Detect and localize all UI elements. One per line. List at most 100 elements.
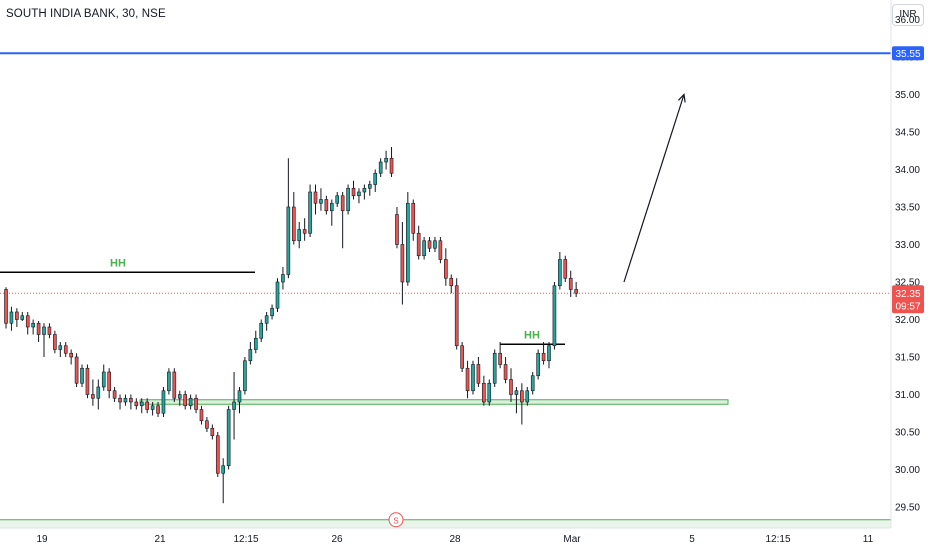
- candle: [96, 379, 101, 410]
- candle: [25, 312, 30, 335]
- candle-body: [134, 401, 139, 407]
- candle-body: [101, 371, 106, 388]
- candle-body: [15, 311, 19, 320]
- candle-body: [264, 315, 269, 324]
- candle-body: [161, 390, 166, 414]
- candle-body: [129, 397, 133, 403]
- candle: [167, 368, 171, 395]
- candle: [259, 319, 264, 342]
- candle-body: [31, 322, 35, 328]
- candle-body: [85, 367, 90, 395]
- candle-body: [286, 206, 291, 275]
- candle-body: [215, 435, 220, 474]
- candle-body: [188, 397, 193, 407]
- candle: [509, 368, 513, 402]
- candle-body: [378, 161, 383, 174]
- candle: [324, 195, 329, 215]
- candle-body: [232, 401, 236, 410]
- candle: [156, 402, 160, 417]
- candle-body: [465, 367, 470, 392]
- candle-body: [145, 401, 149, 410]
- current-price-tag: [892, 285, 924, 314]
- candle-body: [514, 390, 519, 395]
- hh-label: HH: [524, 329, 540, 341]
- price-tick-label: 32.50: [895, 278, 920, 289]
- candle-body: [123, 397, 128, 403]
- candle: [253, 330, 258, 354]
- candle: [389, 147, 394, 177]
- candle-body: [172, 371, 177, 399]
- price-tick-label: 30.00: [895, 465, 920, 476]
- price-tick-label: 34.00: [895, 165, 920, 176]
- candle: [183, 390, 187, 410]
- candle-body: [552, 285, 557, 347]
- time-axis[interactable]: 19 21 12:15 26 28 Mar 5 12:15 11: [0, 527, 891, 545]
- candle: [47, 323, 52, 339]
- candle: [281, 267, 285, 290]
- candle: [492, 349, 497, 387]
- candle-body: [335, 195, 340, 204]
- candle: [563, 255, 568, 282]
- candle-body: [471, 364, 475, 392]
- candle: [20, 312, 25, 321]
- candle-body: [69, 352, 73, 358]
- candle-body: [139, 401, 144, 407]
- candle: [552, 282, 557, 350]
- candle-body: [4, 289, 8, 324]
- price-tick-label: 32.00: [895, 315, 920, 326]
- projection-arrow-head: [678, 93, 686, 103]
- candle: [558, 252, 562, 290]
- candle-body: [36, 322, 41, 335]
- candle-body: [210, 427, 215, 437]
- candle-body: [558, 259, 562, 287]
- candle: [161, 387, 166, 417]
- candle-body: [395, 214, 399, 245]
- candle-body: [563, 259, 568, 279]
- candle: [351, 180, 356, 200]
- candle: [297, 222, 302, 249]
- symbol-title[interactable]: SOUTH INDIA BANK, 30, NSE: [6, 8, 166, 20]
- annotations-layer: HH HH: [110, 93, 686, 341]
- candle-body: [47, 326, 52, 335]
- candle: [210, 424, 215, 440]
- candle: [471, 360, 475, 395]
- candle: [482, 375, 486, 406]
- candle-body: [444, 259, 448, 279]
- candle-body: [368, 184, 372, 189]
- candle-body: [183, 394, 187, 407]
- candle: [395, 207, 399, 249]
- candle-body: [248, 349, 253, 362]
- candle: [80, 364, 84, 387]
- candle: [123, 394, 128, 406]
- candle-body: [9, 311, 14, 324]
- candle-body: [411, 202, 416, 234]
- candle-body: [384, 157, 388, 163]
- candle-body: [536, 352, 540, 377]
- candle: [264, 312, 269, 331]
- candle: [194, 394, 198, 414]
- candle-body: [427, 240, 432, 249]
- candle-body: [156, 405, 160, 414]
- currency-button[interactable]: INR: [892, 4, 924, 26]
- candle: [302, 218, 307, 241]
- candle: [329, 199, 334, 226]
- candle-body: [520, 390, 524, 403]
- time-tick-label: 12:15: [233, 534, 258, 545]
- candle-body: [112, 390, 117, 399]
- candle: [433, 237, 437, 252]
- price-tick-label: 31.50: [895, 353, 920, 364]
- time-tick-label: 26: [331, 534, 343, 545]
- candle: [286, 158, 291, 279]
- price-axis[interactable]: 36.0035.5035.0034.5034.0033.5033.0032.50…: [890, 0, 920, 528]
- candle-body: [482, 382, 486, 403]
- candle: [525, 387, 530, 406]
- candle-body: [422, 240, 426, 257]
- candle: [530, 372, 535, 395]
- candle: [275, 278, 280, 312]
- candle: [118, 394, 122, 410]
- candle: [145, 398, 149, 414]
- candle: [74, 353, 79, 387]
- candle: [243, 357, 247, 395]
- candle: [85, 364, 90, 399]
